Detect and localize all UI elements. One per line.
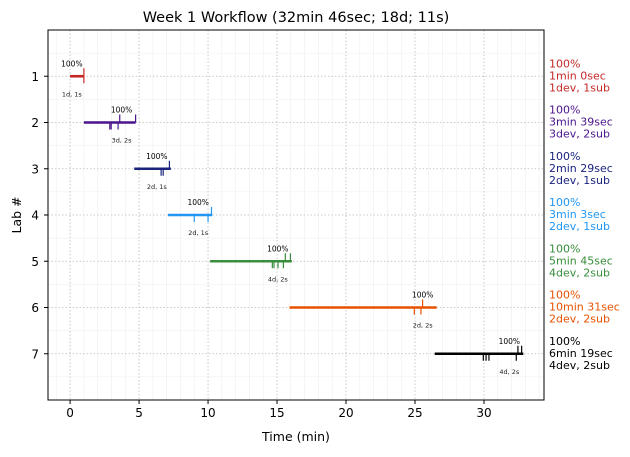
x-tick-label: 15 (269, 406, 284, 420)
lab-1-side-label: 1min 0sec (549, 69, 606, 82)
lab-3-side-label: 100% (549, 150, 580, 163)
lab-6-percent-label: 100% (412, 291, 433, 300)
lab-5-side-label: 5min 45sec (549, 254, 613, 267)
lab-7-side-label: 4dev, 2sub (549, 359, 610, 372)
y-axis-label: Lab # (9, 196, 24, 233)
lab-3-side-label: 2dev, 1sub (549, 174, 610, 187)
y-tick-label: 5 (31, 255, 39, 269)
y-tick-label: 4 (31, 209, 39, 223)
lab-7-side-label: 6min 19sec (549, 347, 613, 360)
chart-marks: 100% 1d, 1s 100% 3d, 2s 100% 2d, 1s 100% 2d, 1s… (61, 59, 524, 376)
lab-4-side-label: 2dev, 1sub (549, 220, 610, 233)
lab-6-side-label: 10min 31sec (549, 301, 620, 314)
x-axis-label: Time (min) (261, 429, 330, 444)
lab-5-side-label: 100% (549, 242, 580, 255)
lab-7-counts-label: 4d, 2s (499, 368, 520, 376)
lab-3-percent-label: 100% (146, 152, 167, 161)
lab-4-side-label: 100% (549, 196, 580, 209)
y-tick-label: 3 (31, 162, 39, 176)
lab-5-percent-label: 100% (267, 244, 288, 253)
x-tick-label: 10 (200, 406, 215, 420)
y-tick-label: 6 (31, 301, 39, 315)
x-tick-label: 20 (338, 406, 353, 420)
y-tick-label: 7 (31, 347, 39, 361)
x-tick-label: 0 (66, 406, 74, 420)
lab-6-side-label: 2dev, 2sub (549, 313, 610, 326)
grid (48, 30, 544, 400)
x-tick-label: 25 (407, 406, 422, 420)
lab-4-counts-label: 2d, 1s (188, 229, 209, 237)
lab-1-percent-label: 100% (61, 59, 82, 68)
lab-4-side-label: 3min 3sec (549, 208, 606, 221)
lab-1-counts-label: 1d, 1s (62, 90, 83, 98)
x-tick-label: 5 (135, 406, 143, 420)
lab-7-side-label: 100% (549, 335, 580, 348)
lab-7-percent-label: 100% (499, 337, 520, 346)
lab-3-counts-label: 2d, 1s (147, 183, 168, 191)
axis-ticks: 0 5 10 15 20 25 30 1 2 3 4 5 6 7 (31, 70, 491, 420)
lab-4-percent-label: 100% (187, 198, 208, 207)
lab-5-side-label: 4dev, 2sub (549, 266, 610, 279)
lab-2-percent-label: 100% (111, 106, 132, 115)
chart-title: Week 1 Workflow (32min 46sec; 18d; 11s) (143, 10, 450, 26)
y-tick-label: 2 (31, 116, 39, 130)
lab-2-side-label: 3min 39sec (549, 116, 613, 129)
lab-6-side-label: 100% (549, 289, 580, 302)
lab-2-side-label: 100% (549, 104, 580, 117)
lab-2-side-label: 3dev, 2sub (549, 128, 610, 141)
lab-2-counts-label: 3d, 2s (112, 137, 133, 145)
lab-1-side-label: 1dev, 1sub (549, 81, 610, 94)
lab-6-counts-label: 2d, 2s (413, 322, 434, 330)
x-tick-label: 30 (476, 406, 491, 420)
lab-1-side-label: 100% (549, 57, 580, 70)
lab-5-counts-label: 4d, 2s (268, 275, 289, 283)
y-tick-label: 1 (31, 70, 39, 84)
lab-3-side-label: 2min 29sec (549, 162, 613, 175)
